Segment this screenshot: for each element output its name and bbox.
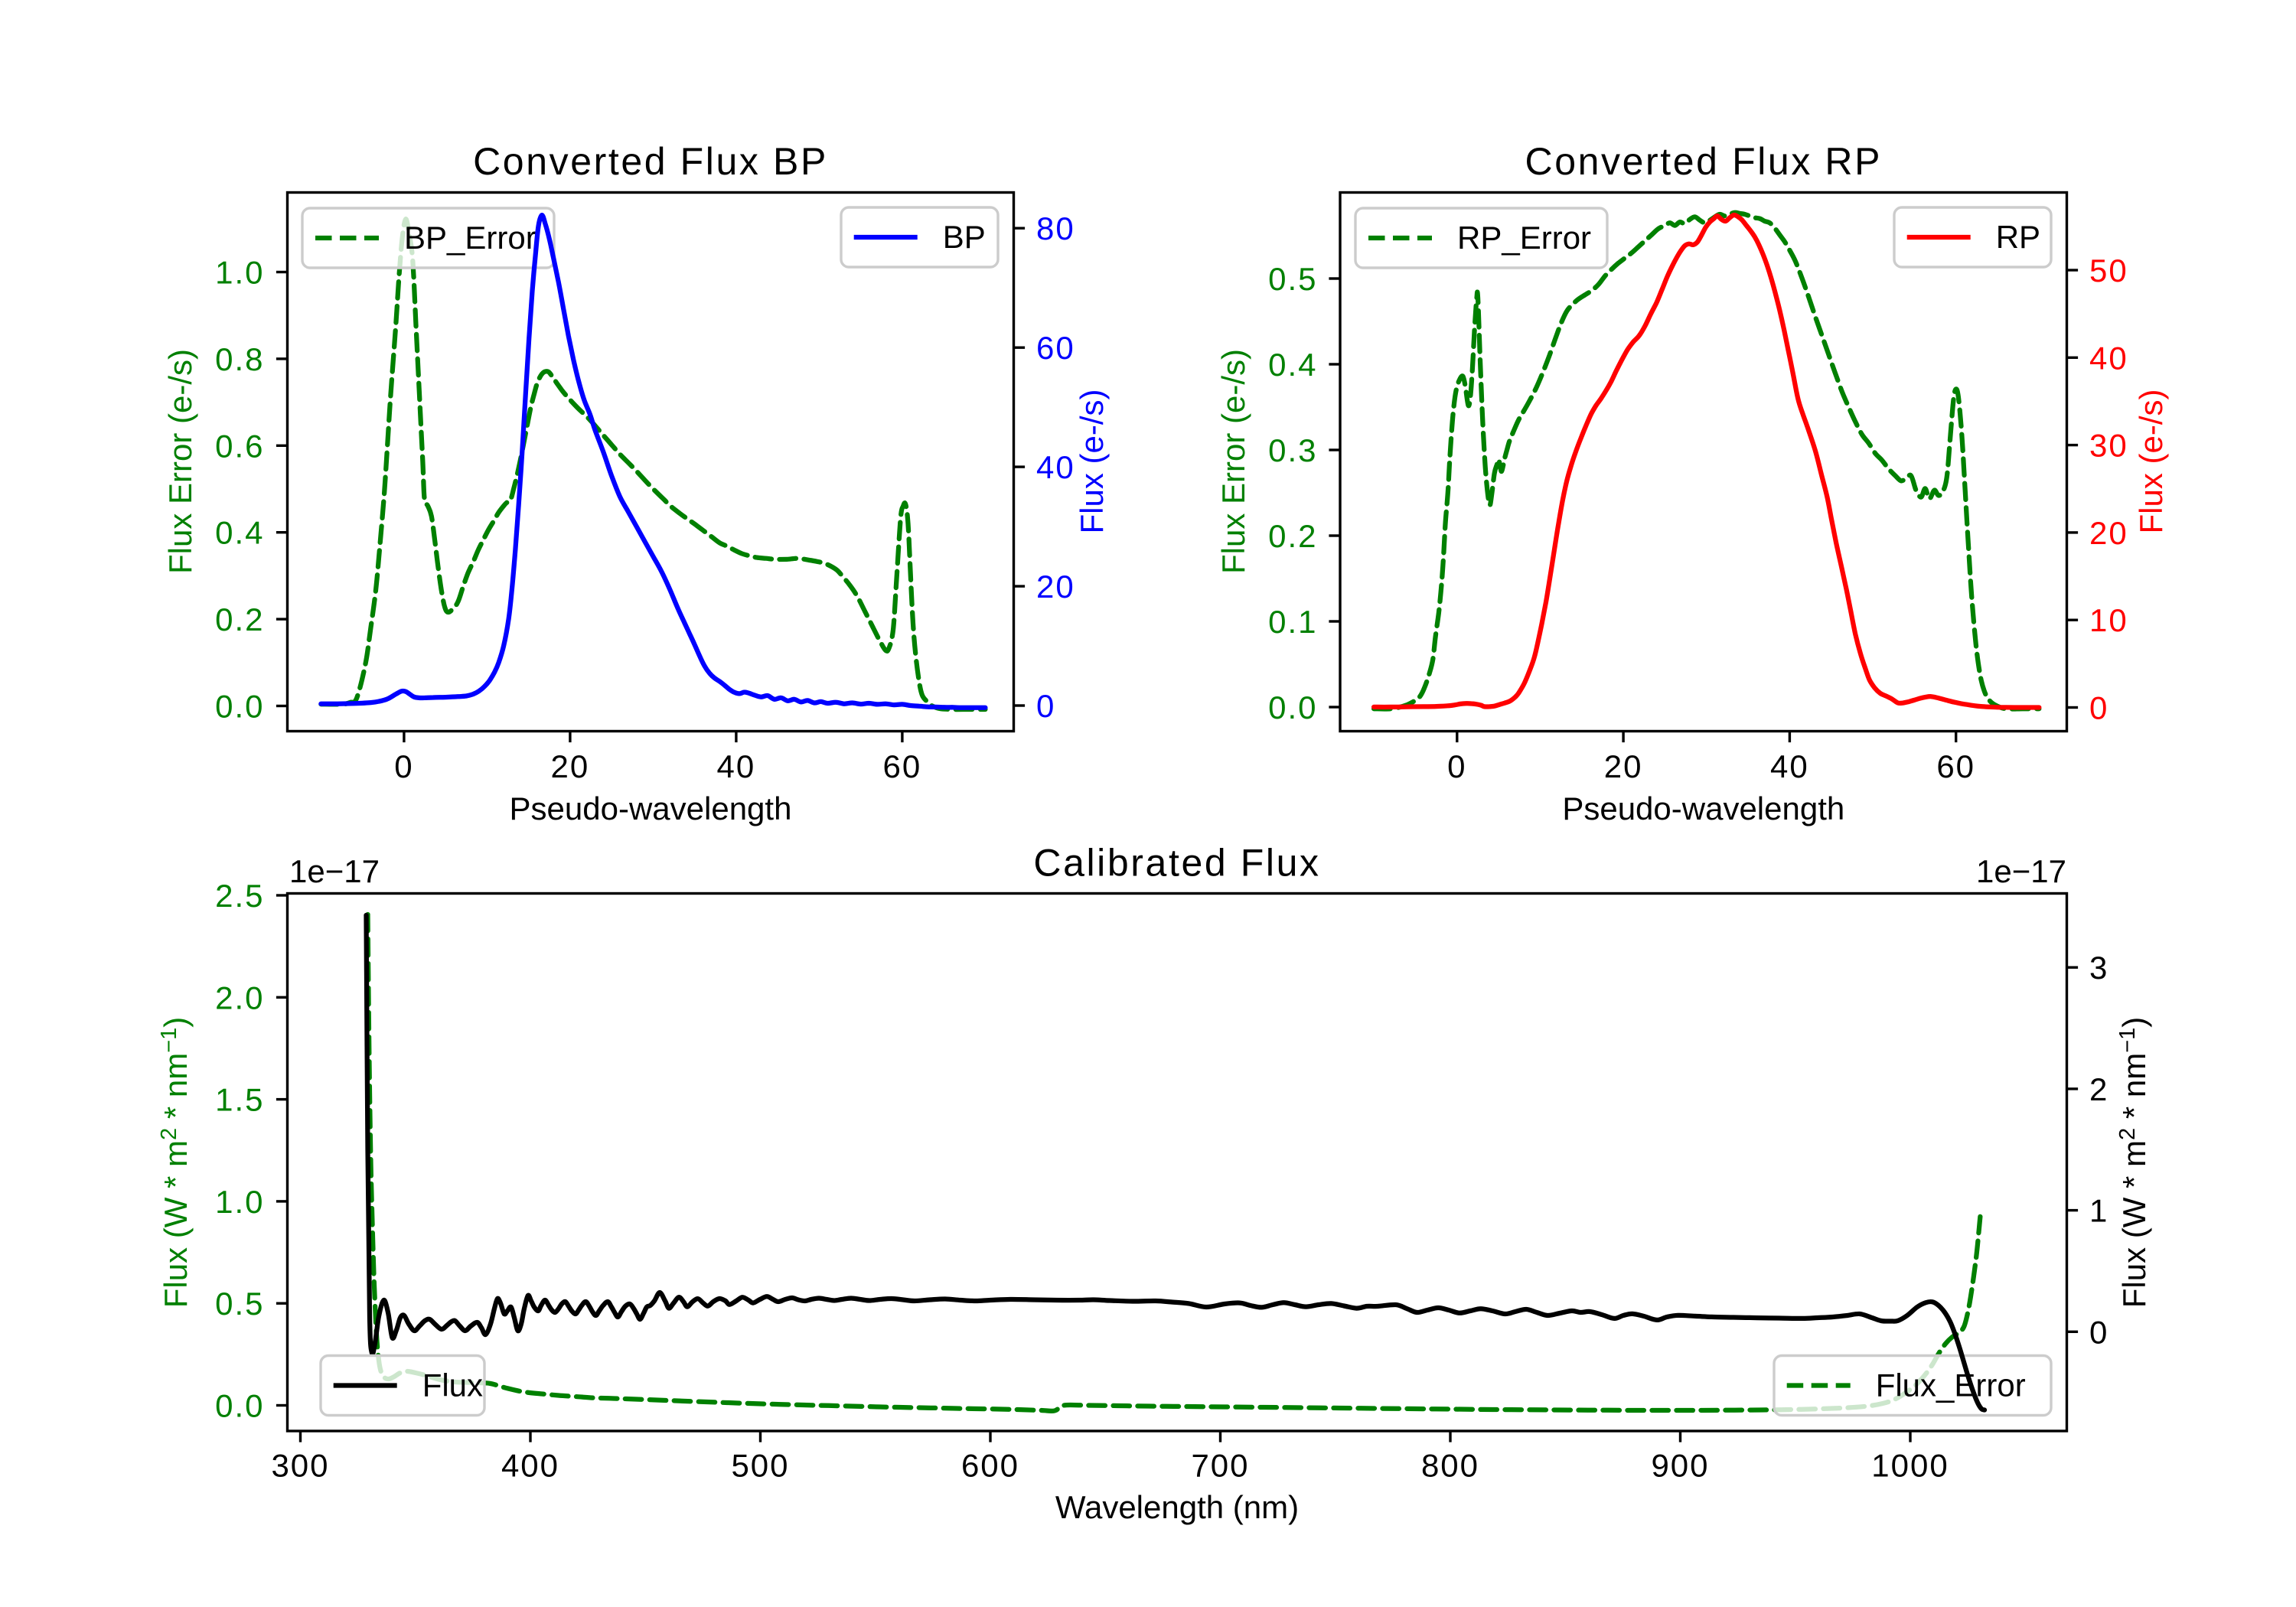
svg-text:RP_Error: RP_Error [1457, 220, 1591, 256]
svg-text:2.0: 2.0 [215, 980, 264, 1015]
svg-text:0.4: 0.4 [215, 515, 264, 551]
svg-text:60: 60 [883, 748, 922, 784]
svg-text:0: 0 [2089, 1314, 2108, 1350]
svg-text:40: 40 [1770, 748, 1809, 784]
svg-text:BP: BP [943, 219, 986, 255]
svg-text:1.0: 1.0 [215, 255, 264, 291]
svg-text:Flux: Flux [422, 1367, 483, 1403]
svg-text:Calibrated Flux: Calibrated Flux [1033, 842, 1320, 885]
svg-text:900: 900 [1651, 1448, 1709, 1484]
svg-text:30: 30 [2089, 428, 2128, 464]
svg-text:0.0: 0.0 [215, 689, 264, 725]
svg-text:0.6: 0.6 [215, 428, 264, 464]
svg-text:Flux (e-/s): Flux (e-/s) [2133, 390, 2169, 534]
svg-text:0: 0 [1447, 748, 1466, 784]
svg-text:Converted Flux BP: Converted Flux BP [473, 140, 828, 183]
svg-text:600: 600 [961, 1448, 1019, 1484]
svg-text:500: 500 [731, 1448, 789, 1484]
svg-text:40: 40 [2089, 340, 2128, 376]
svg-text:Flux_Error: Flux_Error [1876, 1367, 2026, 1403]
svg-text:Flux (W * m2 * nm−1): Flux (W * m2 * nm−1) [157, 1017, 194, 1309]
svg-text:0.0: 0.0 [215, 1388, 264, 1424]
svg-text:300: 300 [271, 1448, 329, 1484]
svg-text:0.2: 0.2 [1268, 518, 1317, 554]
svg-text:0.4: 0.4 [1268, 347, 1317, 383]
svg-text:Flux (W * m2 * nm−1): Flux (W * m2 * nm−1) [2115, 1017, 2152, 1309]
svg-text:0.5: 0.5 [1268, 261, 1317, 297]
svg-text:0.0: 0.0 [1268, 689, 1317, 725]
svg-text:800: 800 [1421, 1448, 1479, 1484]
svg-text:3: 3 [2089, 950, 2108, 986]
svg-text:1: 1 [2089, 1193, 2108, 1229]
svg-text:0.2: 0.2 [215, 601, 264, 637]
svg-text:2: 2 [2089, 1071, 2108, 1107]
svg-text:0: 0 [1036, 688, 1055, 724]
svg-text:RP: RP [1996, 219, 2040, 255]
svg-text:20: 20 [1036, 569, 1075, 605]
svg-text:80: 80 [1036, 210, 1075, 246]
svg-text:0.1: 0.1 [1268, 604, 1317, 640]
svg-text:Pseudo-wavelength: Pseudo-wavelength [510, 790, 792, 826]
svg-text:20: 20 [1604, 748, 1643, 784]
svg-text:Pseudo-wavelength: Pseudo-wavelength [1562, 790, 1844, 826]
svg-text:Flux Error (e-/s): Flux Error (e-/s) [1215, 349, 1251, 574]
svg-text:0: 0 [394, 748, 413, 784]
svg-text:1.0: 1.0 [215, 1184, 264, 1220]
svg-text:Flux Error (e-/s): Flux Error (e-/s) [162, 349, 198, 574]
svg-text:1000: 1000 [1871, 1448, 1949, 1484]
svg-text:60: 60 [1036, 330, 1075, 366]
svg-text:0.3: 0.3 [1268, 432, 1317, 468]
svg-text:0.5: 0.5 [215, 1286, 264, 1322]
svg-text:40: 40 [717, 748, 756, 784]
svg-text:400: 400 [501, 1448, 559, 1484]
svg-text:20: 20 [2089, 515, 2128, 551]
svg-text:20: 20 [551, 748, 590, 784]
svg-text:Converted Flux RP: Converted Flux RP [1525, 140, 1883, 183]
svg-text:2.5: 2.5 [215, 878, 264, 914]
svg-text:Wavelength (nm): Wavelength (nm) [1055, 1489, 1299, 1525]
svg-text:0.8: 0.8 [215, 341, 264, 377]
svg-text:1e−17: 1e−17 [1976, 853, 2066, 889]
svg-text:700: 700 [1191, 1448, 1249, 1484]
svg-text:40: 40 [1036, 449, 1075, 485]
svg-text:1.5: 1.5 [215, 1082, 264, 1118]
svg-text:50: 50 [2089, 253, 2128, 288]
svg-text:Flux (e-/s): Flux (e-/s) [1074, 390, 1110, 534]
svg-text:1e−17: 1e−17 [289, 853, 380, 889]
svg-text:0: 0 [2089, 690, 2108, 726]
svg-text:BP_Error: BP_Error [404, 220, 536, 256]
svg-text:10: 10 [2089, 602, 2128, 638]
svg-text:60: 60 [1936, 748, 1975, 784]
